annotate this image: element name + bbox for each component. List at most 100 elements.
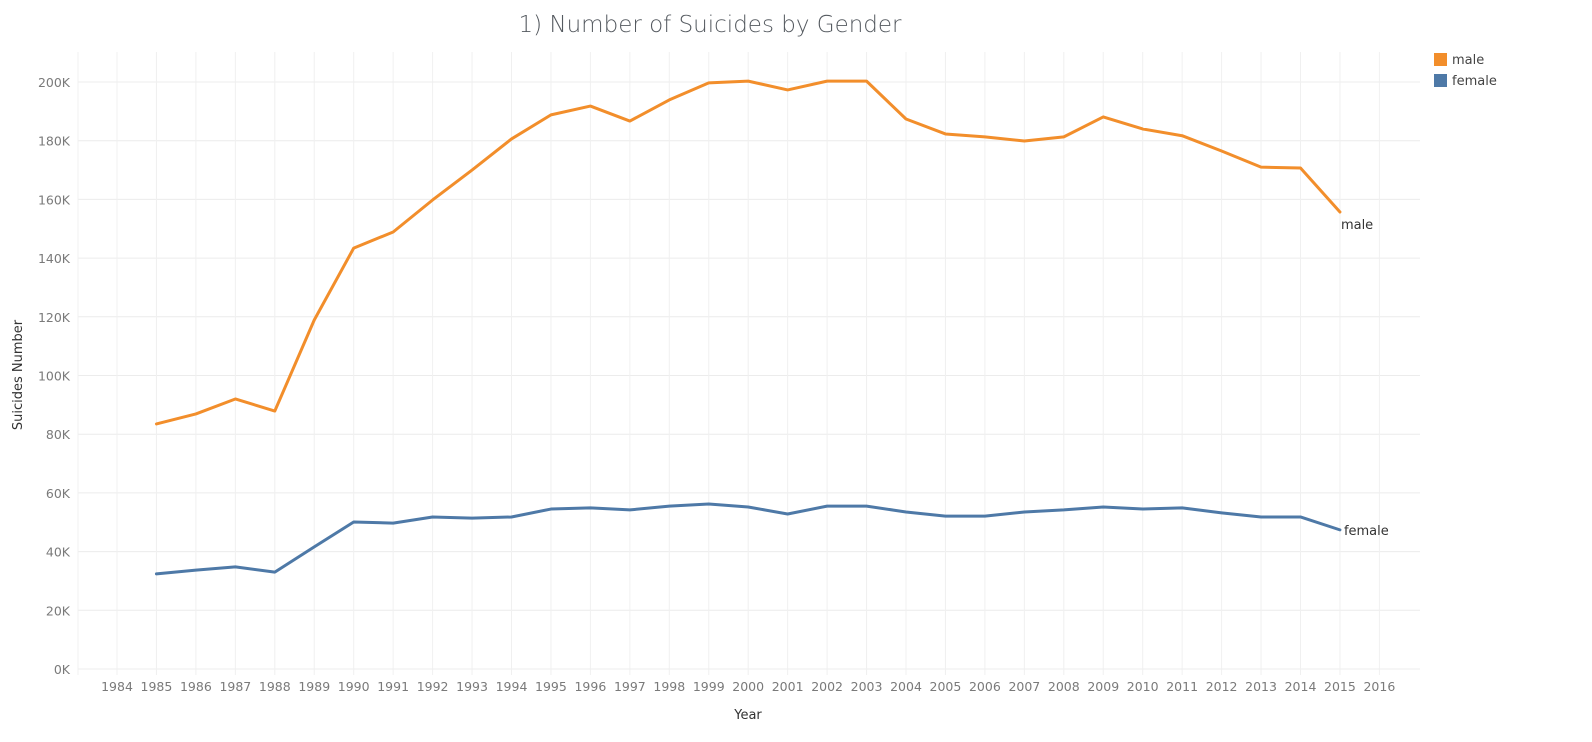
x-tick-label: 2012 bbox=[1206, 679, 1238, 694]
x-tick-label: 2005 bbox=[930, 679, 962, 694]
data-point-female[interactable] bbox=[510, 515, 513, 518]
data-point-male[interactable] bbox=[471, 169, 474, 172]
x-tick-label: 1997 bbox=[614, 679, 646, 694]
data-point-male[interactable] bbox=[549, 113, 552, 116]
data-point-female[interactable] bbox=[155, 572, 158, 575]
data-point-female[interactable] bbox=[865, 505, 868, 508]
data-point-male[interactable] bbox=[786, 88, 789, 91]
x-tick-label: 1994 bbox=[496, 679, 528, 694]
data-point-male[interactable] bbox=[865, 80, 868, 83]
data-point-male[interactable] bbox=[944, 132, 947, 135]
data-point-female[interactable] bbox=[1181, 506, 1184, 509]
data-point-female[interactable] bbox=[589, 506, 592, 509]
data-point-female[interactable] bbox=[1299, 515, 1302, 518]
gridlines bbox=[77, 52, 1420, 675]
x-tick-label: 1990 bbox=[338, 679, 370, 694]
legend-label-male[interactable]: male bbox=[1452, 53, 1484, 68]
data-point-female[interactable] bbox=[668, 505, 671, 508]
data-point-female[interactable] bbox=[194, 569, 197, 572]
series-line-female[interactable] bbox=[154, 502, 1342, 576]
data-point-female[interactable] bbox=[1260, 515, 1263, 518]
x-axis-title: Year bbox=[733, 708, 762, 723]
legend-swatch-male[interactable] bbox=[1434, 53, 1447, 66]
data-point-male[interactable] bbox=[392, 230, 395, 233]
data-point-male[interactable] bbox=[983, 135, 986, 138]
x-tick-label: 1993 bbox=[456, 679, 488, 694]
data-point-female[interactable] bbox=[905, 510, 908, 513]
data-point-male[interactable] bbox=[1141, 127, 1144, 130]
x-tick-label: 2003 bbox=[851, 679, 883, 694]
data-point-male[interactable] bbox=[668, 98, 671, 101]
data-point-male[interactable] bbox=[273, 410, 276, 413]
series-line-male[interactable] bbox=[154, 79, 1342, 426]
data-point-female[interactable] bbox=[1102, 505, 1105, 508]
data-point-female[interactable] bbox=[628, 508, 631, 511]
data-point-female[interactable] bbox=[944, 515, 947, 518]
data-point-male[interactable] bbox=[155, 422, 158, 425]
y-axis-title: Suicides Number bbox=[11, 319, 26, 430]
legend[interactable]: male female bbox=[1434, 53, 1497, 89]
data-point-female[interactable] bbox=[747, 505, 750, 508]
data-point-male[interactable] bbox=[510, 137, 513, 140]
data-point-male[interactable] bbox=[1299, 166, 1302, 169]
data-point-female[interactable] bbox=[352, 520, 355, 523]
data-point-male[interactable] bbox=[1062, 135, 1065, 138]
data-point-female[interactable] bbox=[983, 515, 986, 518]
data-point-male[interactable] bbox=[431, 198, 434, 201]
y-tick-label: 20K bbox=[46, 603, 71, 618]
y-tick-label: 60K bbox=[46, 486, 71, 501]
x-tick-label: 1992 bbox=[417, 679, 449, 694]
data-point-male[interactable] bbox=[707, 81, 710, 84]
data-point-male[interactable] bbox=[628, 120, 631, 123]
data-point-female[interactable] bbox=[313, 545, 316, 548]
data-point-male[interactable] bbox=[589, 105, 592, 108]
data-point-female[interactable] bbox=[471, 517, 474, 520]
data-point-male[interactable] bbox=[313, 319, 316, 322]
x-tick-label: 2009 bbox=[1087, 679, 1119, 694]
x-axis-ticks: 1984 1985 1986 1987 1988 1989 1990 1991 1992 1993… bbox=[101, 679, 1395, 694]
x-tick-label: 1987 bbox=[219, 679, 251, 694]
y-tick-label: 0K bbox=[54, 662, 71, 677]
data-point-female[interactable] bbox=[826, 505, 829, 508]
legend-label-female[interactable]: female bbox=[1452, 74, 1497, 89]
y-tick-label: 180K bbox=[38, 134, 71, 149]
data-point-male[interactable] bbox=[234, 397, 237, 400]
data-point-male[interactable] bbox=[826, 80, 829, 83]
data-point-female[interactable] bbox=[707, 503, 710, 506]
x-tick-label: 1986 bbox=[180, 679, 212, 694]
y-tick-label: 80K bbox=[46, 427, 71, 442]
y-tick-label: 140K bbox=[38, 251, 71, 266]
data-point-male[interactable] bbox=[1102, 115, 1105, 118]
y-tick-label: 40K bbox=[46, 545, 71, 560]
data-point-female[interactable] bbox=[392, 522, 395, 525]
data-point-female[interactable] bbox=[1338, 528, 1341, 531]
data-point-female[interactable] bbox=[786, 513, 789, 516]
data-point-male[interactable] bbox=[1338, 211, 1341, 214]
data-point-male[interactable] bbox=[1023, 139, 1026, 142]
data-point-male[interactable] bbox=[352, 247, 355, 250]
x-tick-label: 2000 bbox=[732, 679, 764, 694]
data-point-male[interactable] bbox=[1220, 149, 1223, 152]
data-point-female[interactable] bbox=[1141, 508, 1144, 511]
data-point-female[interactable] bbox=[1062, 508, 1065, 511]
data-point-male[interactable] bbox=[1260, 166, 1263, 169]
data-point-female[interactable] bbox=[431, 515, 434, 518]
x-tick-label: 2013 bbox=[1245, 679, 1277, 694]
data-point-female[interactable] bbox=[273, 571, 276, 574]
x-tick-label: 2004 bbox=[890, 679, 922, 694]
data-point-female[interactable] bbox=[1220, 511, 1223, 514]
legend-swatch-female[interactable] bbox=[1434, 74, 1447, 87]
x-tick-label: 2011 bbox=[1166, 679, 1198, 694]
end-label-male: male bbox=[1341, 218, 1373, 233]
data-point-female[interactable] bbox=[549, 508, 552, 511]
data-point-male[interactable] bbox=[1181, 134, 1184, 137]
data-point-male[interactable] bbox=[905, 117, 908, 120]
data-point-female[interactable] bbox=[234, 565, 237, 568]
data-point-male[interactable] bbox=[194, 412, 197, 415]
x-tick-label: 2015 bbox=[1324, 679, 1356, 694]
y-tick-label: 100K bbox=[38, 369, 71, 384]
data-point-male[interactable] bbox=[747, 80, 750, 83]
data-point-female[interactable] bbox=[1023, 510, 1026, 513]
x-tick-label: 2014 bbox=[1285, 679, 1317, 694]
y-tick-label: 160K bbox=[38, 192, 71, 207]
